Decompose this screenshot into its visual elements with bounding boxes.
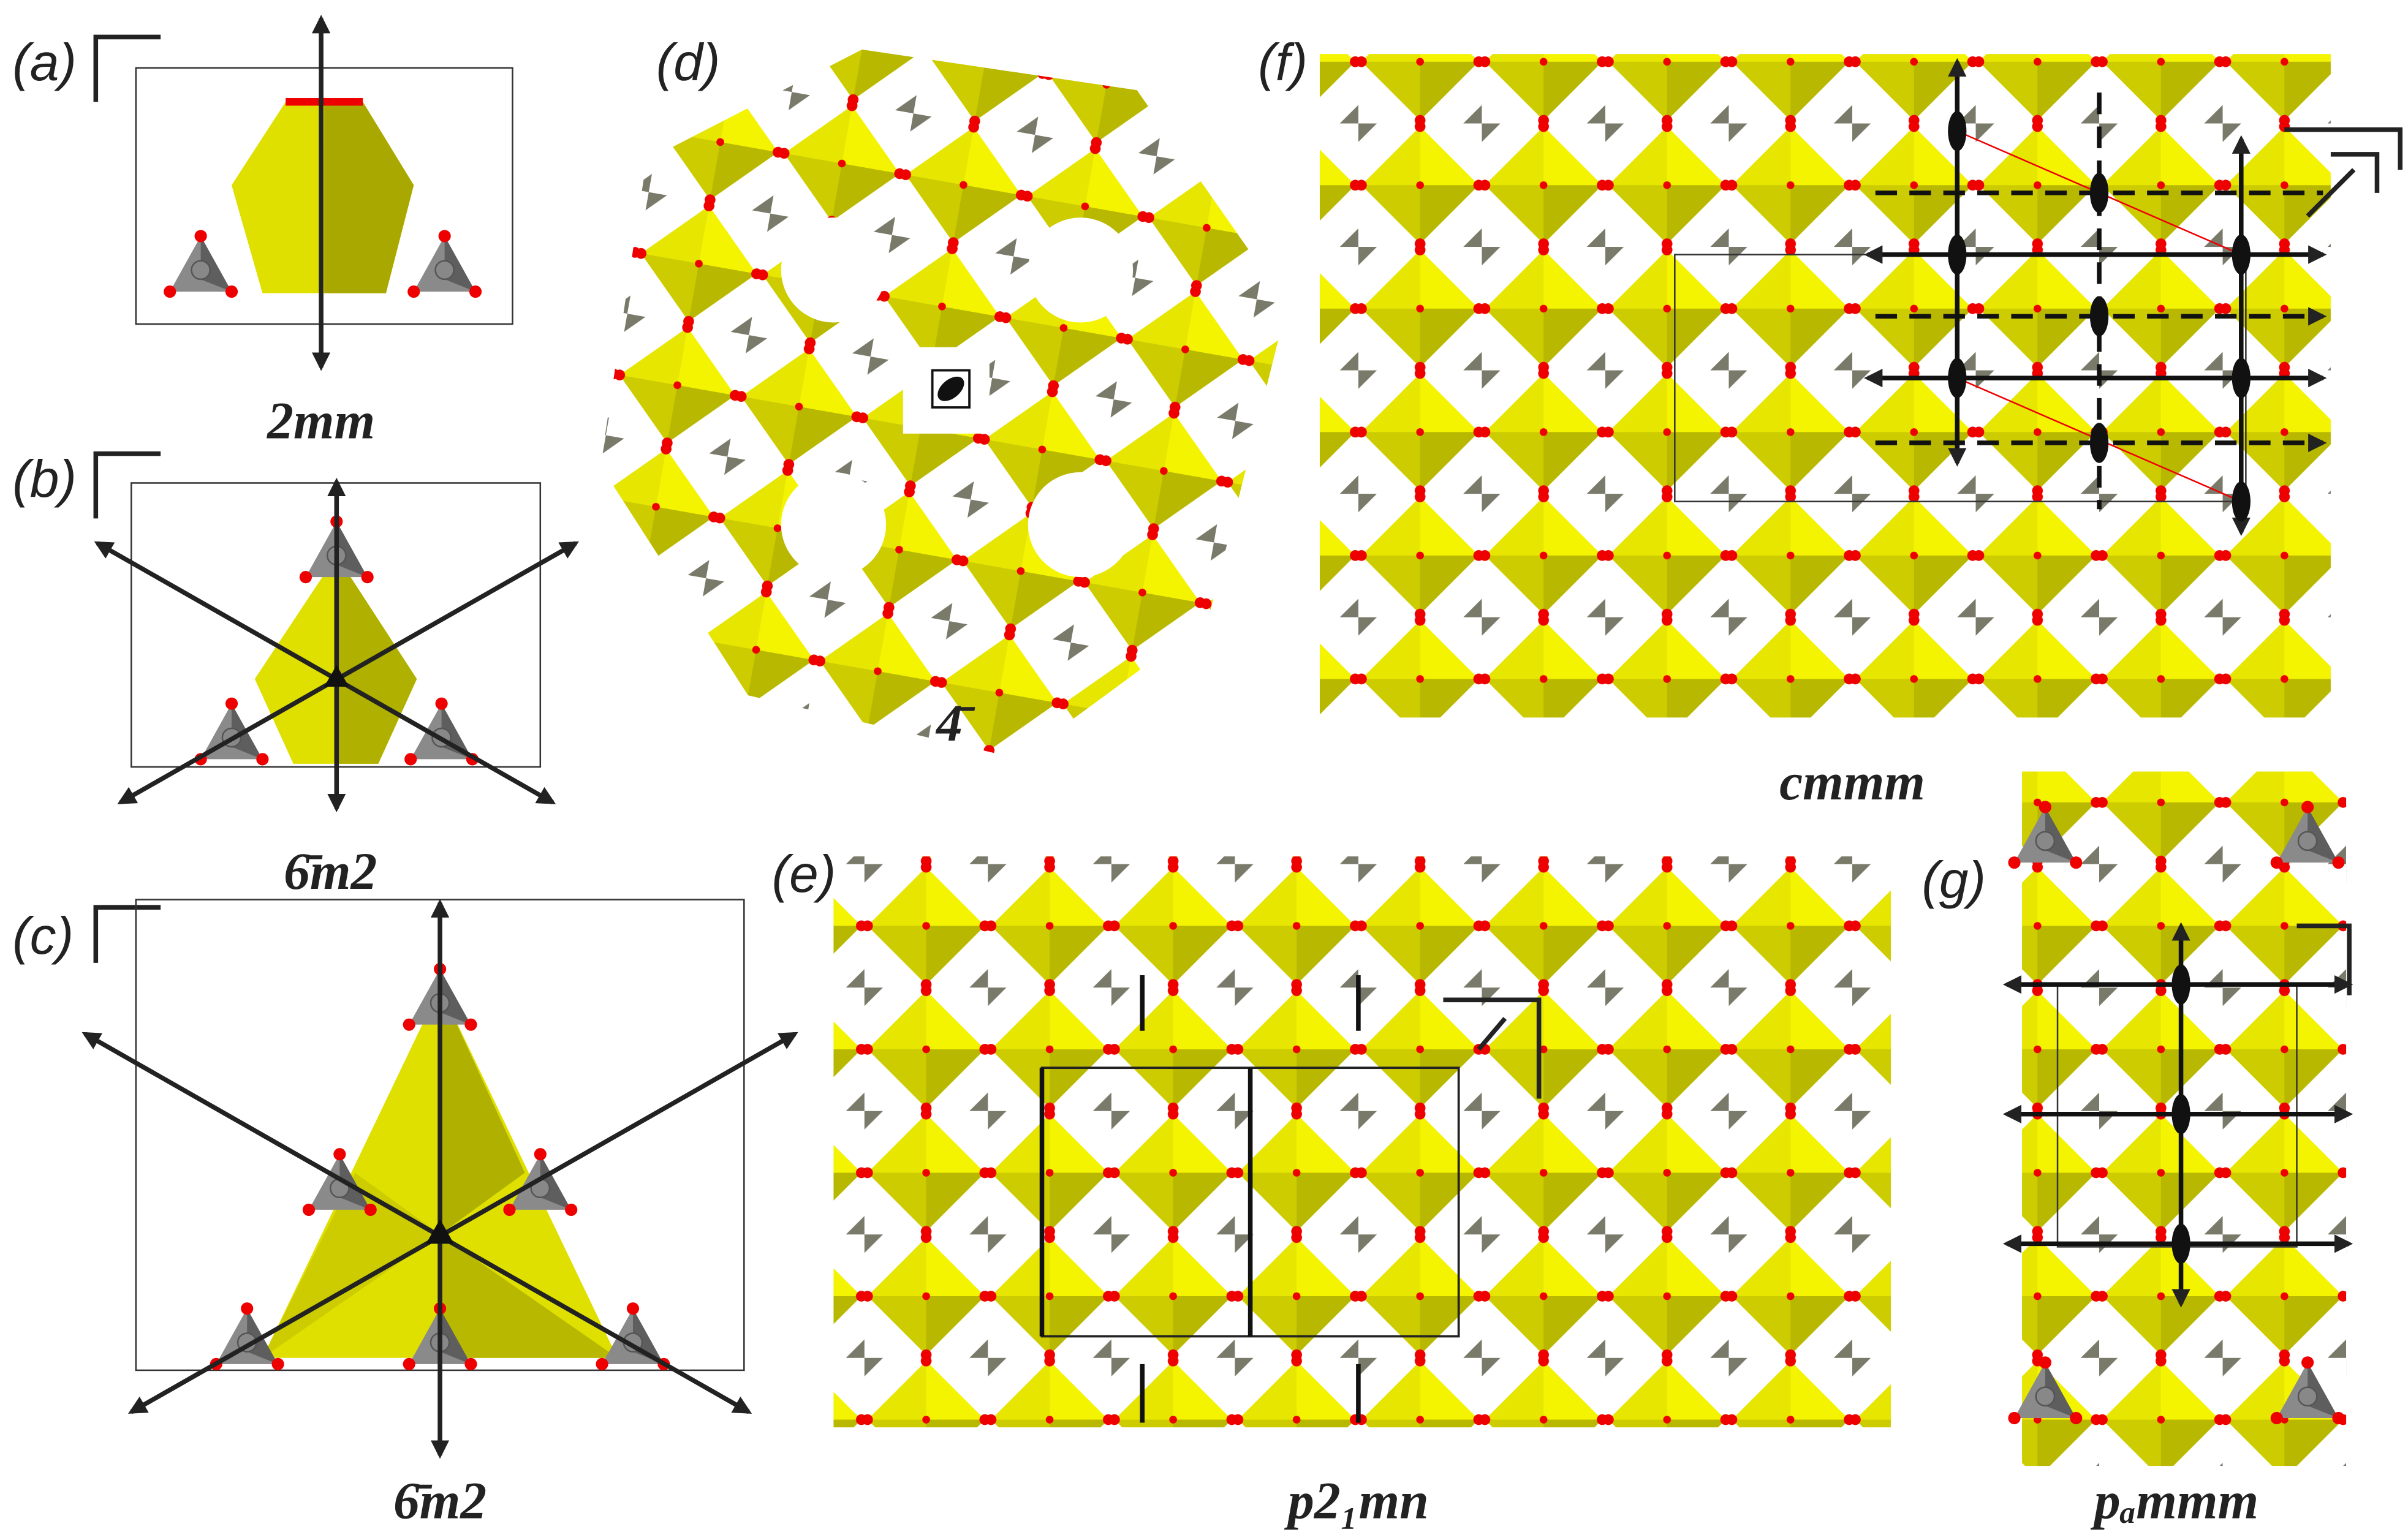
symmetry-symbol: cmmm (1779, 753, 1925, 811)
shape-g (81, 899, 798, 1459)
shape-ellipse (2089, 173, 2109, 213)
shape-ellipse (2232, 481, 2251, 522)
shape-ellipse (1948, 358, 1967, 398)
symmetry-symbol: 2mm (266, 391, 375, 450)
panel-c: (c) 6̄m2 (12, 899, 798, 1530)
shape-path (93, 451, 161, 519)
shape-use (406, 229, 483, 299)
shape-polygon (324, 102, 414, 293)
shape-circle (1028, 217, 1134, 323)
shape-path (2284, 127, 2403, 218)
symmetry-symbol: 6̄m2 (393, 1472, 487, 1530)
shape-circle (1028, 472, 1134, 578)
shape-path (93, 905, 161, 963)
panel-label: (a) (12, 33, 77, 92)
panel-b: (b) 6̄m2 (12, 450, 580, 900)
shape-ellipse (2232, 358, 2251, 398)
shape-ellipse (2171, 964, 2190, 1005)
panel-label: (b) (12, 450, 77, 508)
symmetry-symbol: p2₁mn (1284, 1472, 1429, 1530)
panel-label: (f) (1258, 33, 1308, 92)
shape-path (1443, 997, 1542, 1099)
shape-polygon (324, 665, 349, 687)
panel-label: (e) (772, 845, 836, 904)
shape-ellipse (2232, 234, 2251, 275)
shape-ellipse (2171, 1093, 2190, 1134)
shape-line (117, 541, 580, 805)
shape-path (2296, 923, 2352, 995)
panel-g: (g) pₐmmm (1921, 771, 2353, 1530)
shape-line (128, 1032, 798, 1414)
shape-ellipse (1948, 234, 1967, 275)
shape-g (94, 477, 580, 813)
shape-path (1140, 975, 1361, 1423)
shape-rect (833, 856, 1891, 1428)
shape-ellipse (2089, 296, 2109, 337)
shape-ellipse (2089, 423, 2109, 463)
panel-e: (e) p2₁mn (772, 845, 1891, 1530)
panel-d: (d) 4̄ (600, 33, 1287, 759)
panel-label: (d) (656, 33, 721, 92)
panel-f: (f) cmmm (1258, 33, 2403, 811)
shape-ellipse (2171, 1223, 2190, 1264)
shape-polygon (336, 555, 417, 764)
shape-ellipse (937, 376, 964, 401)
symmetry-symbol: 6̄m2 (284, 842, 377, 900)
panel-label: (g) (1921, 851, 1986, 910)
shape-ellipse (1948, 111, 1967, 151)
shape-circle (781, 472, 887, 578)
shape-circle (781, 217, 887, 323)
shape-path (93, 34, 161, 102)
panel-label: (c) (12, 907, 74, 965)
symmetry-symbol: pₐmmm (2090, 1472, 2258, 1530)
shape-g (1864, 58, 2327, 537)
shape-polygon (426, 1219, 454, 1244)
shape-use (162, 229, 239, 299)
shape-rect (1319, 54, 2331, 718)
panel-a: (a) 2mm (12, 15, 513, 450)
